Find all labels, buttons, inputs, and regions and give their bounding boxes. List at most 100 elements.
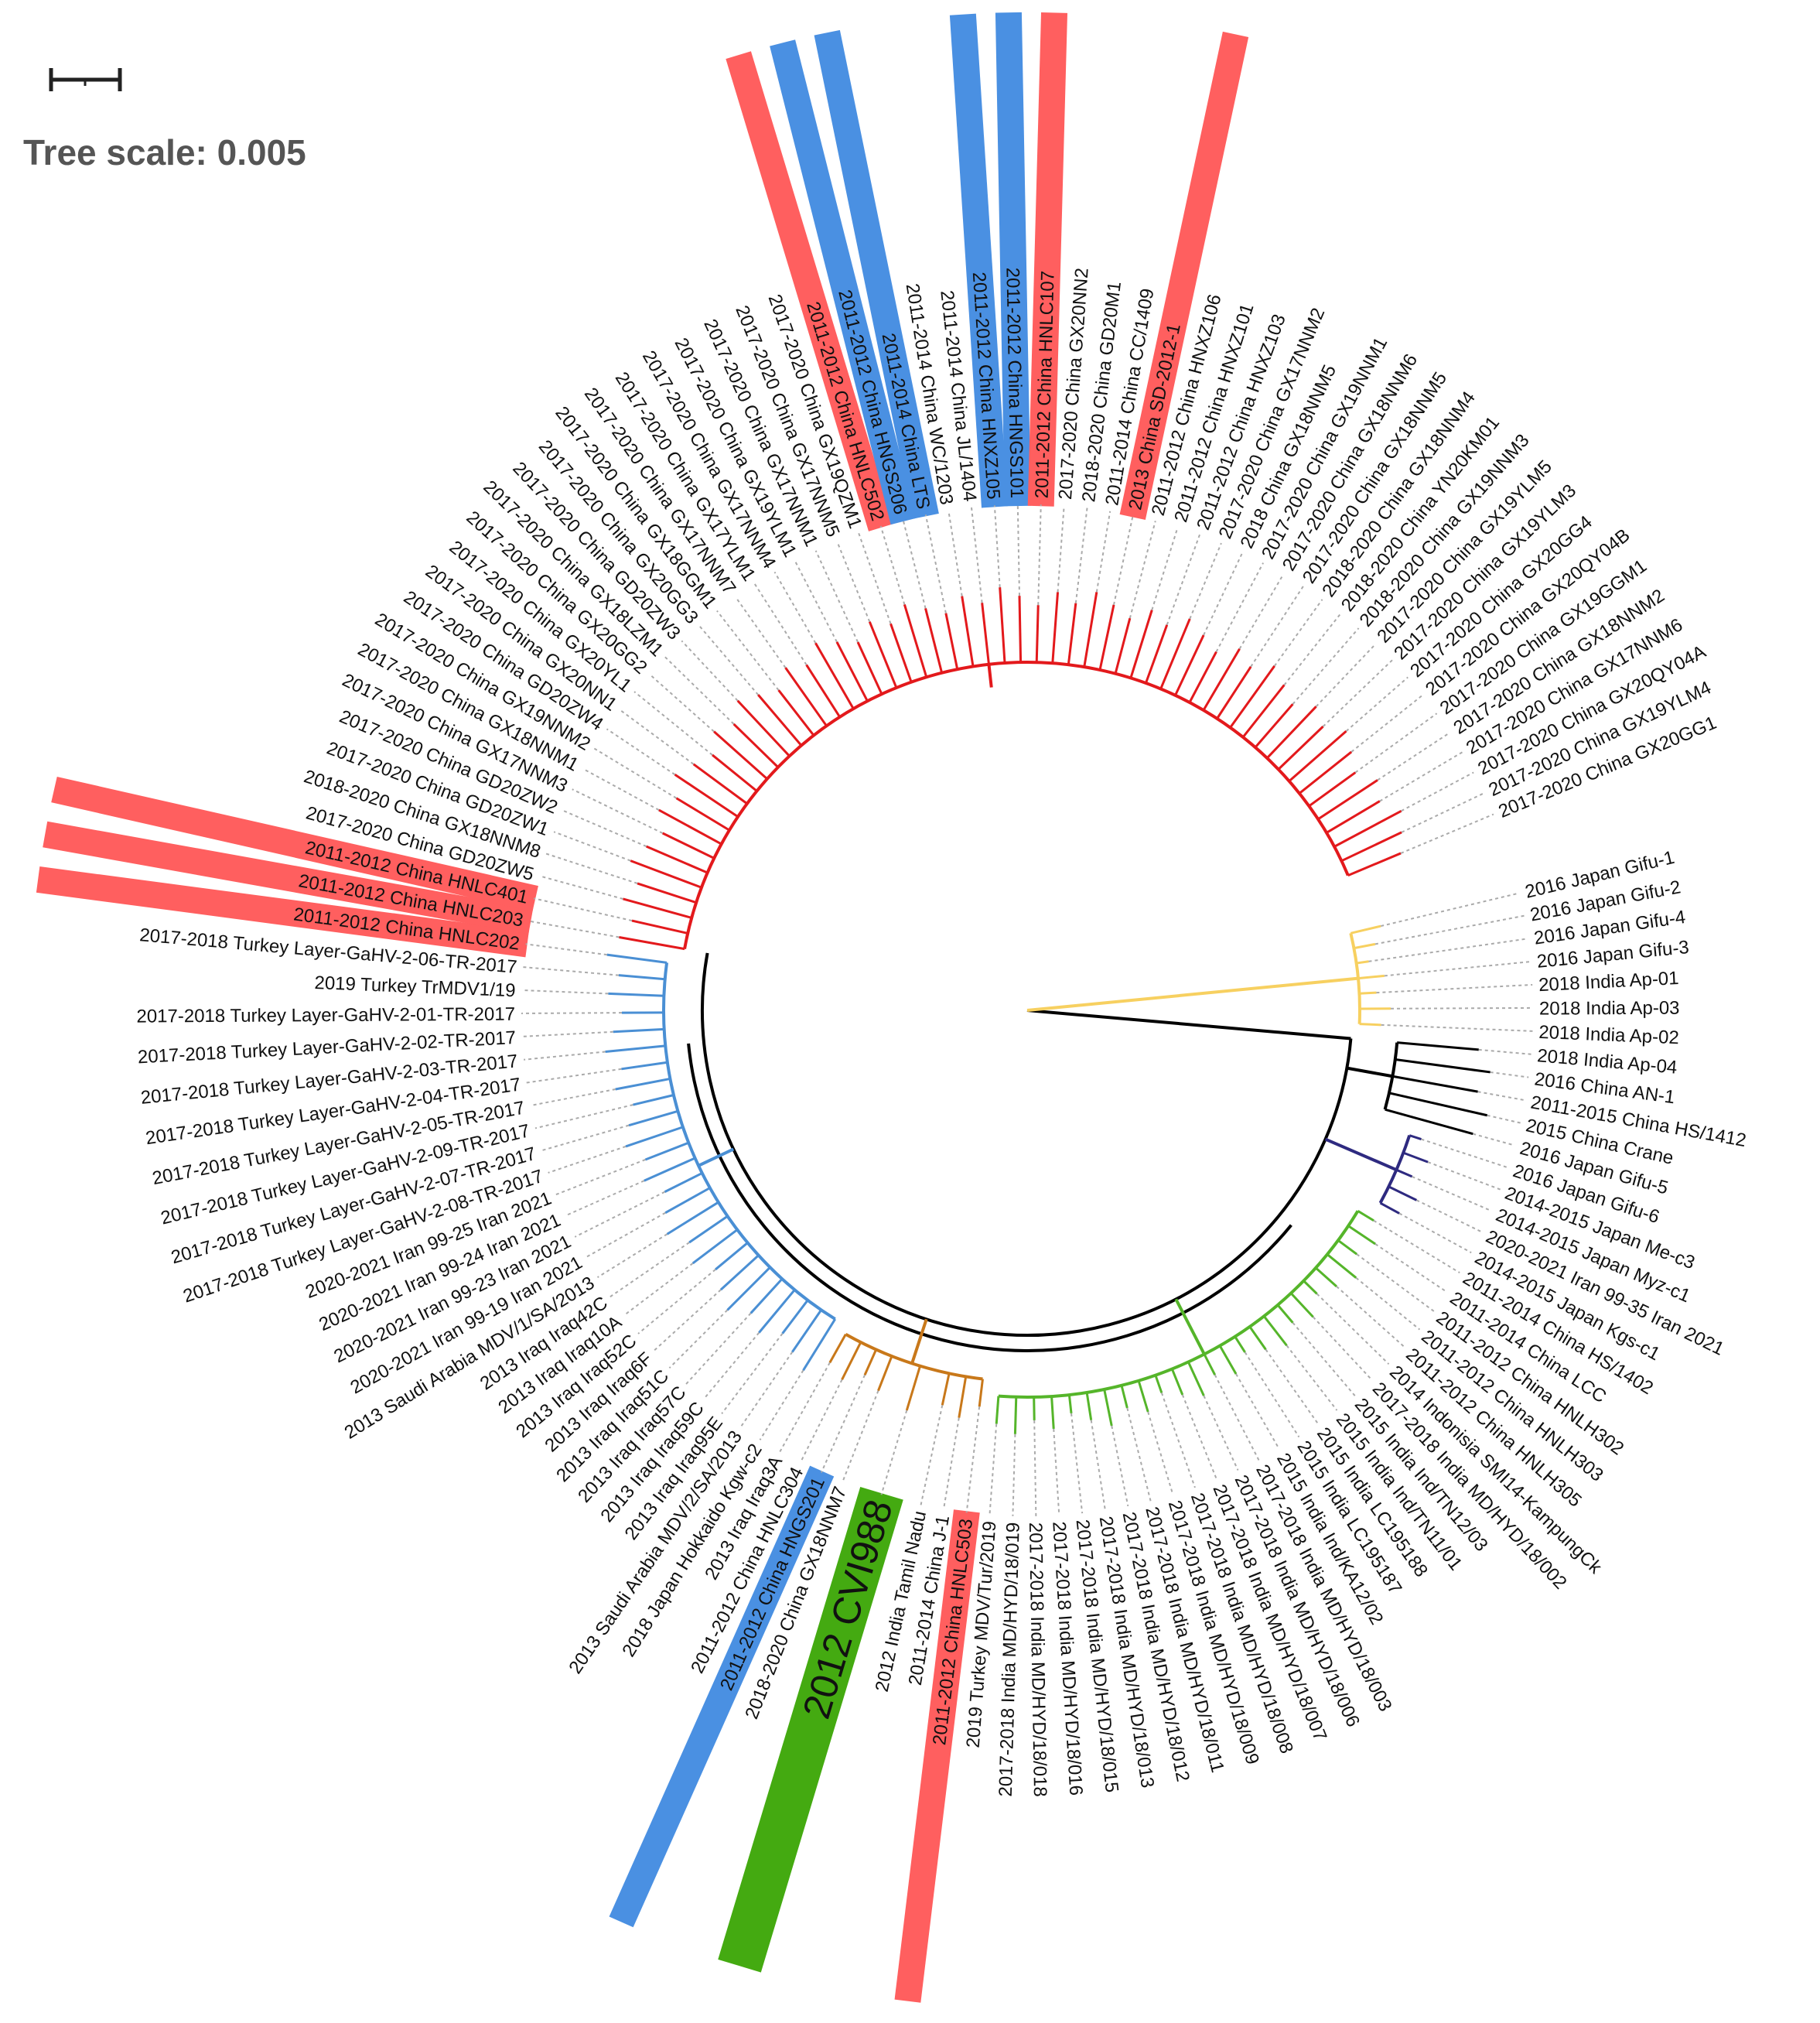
leaf-connector	[521, 1030, 613, 1037]
leaf-connector	[530, 1088, 616, 1107]
leaf-connector	[1384, 961, 1531, 977]
tip-branch	[608, 992, 664, 997]
leaf-connector	[773, 571, 817, 644]
tip-branch	[1357, 1210, 1374, 1222]
highlight-band	[43, 821, 534, 935]
tip-branch	[758, 1289, 796, 1334]
tip-branch	[1388, 1092, 1488, 1117]
tip-branch	[1388, 1185, 1418, 1201]
leaf-connector	[648, 673, 715, 733]
leaf-connector	[1238, 573, 1285, 650]
leaf-connector	[799, 1379, 843, 1464]
tip-branch	[999, 587, 1006, 664]
highlight-band	[949, 13, 1008, 508]
leaf-connector	[1315, 643, 1377, 707]
tip-branch	[1385, 1108, 1473, 1136]
leaf-connector	[653, 1289, 722, 1352]
tip-branch	[978, 1379, 984, 1407]
tip-branch	[1103, 1389, 1113, 1427]
highlight-band	[609, 1465, 835, 1928]
tip-branch	[633, 1094, 674, 1106]
highlight-band	[770, 39, 917, 525]
backbone-arc	[701, 952, 1353, 1338]
highlight-band	[36, 866, 529, 958]
tip-branch	[1248, 1326, 1267, 1351]
black-clade-arc	[1383, 1042, 1399, 1110]
tip-branch	[757, 694, 803, 747]
leaf-connector	[1095, 511, 1111, 593]
tip-branch	[691, 1228, 739, 1265]
leaf-connector	[1381, 1023, 1533, 1032]
purple-clade-stem-branch	[1324, 1137, 1398, 1172]
leaf-connector	[526, 1068, 622, 1084]
tip-branch	[944, 613, 959, 670]
leaf-connector	[620, 709, 695, 765]
leaf-connector	[1203, 552, 1244, 636]
tip-branch	[658, 808, 722, 846]
tip-branch	[1035, 605, 1040, 663]
leaf-label: 2018 India Ap-01	[1538, 968, 1680, 996]
leaf-label: 2017-2018 India MD/HYD/18/018	[1025, 1522, 1050, 1797]
leaf-label: 2011-2012 China HNGS101	[1002, 268, 1027, 499]
tip-branch	[1051, 592, 1060, 664]
tip-branch	[791, 1309, 822, 1353]
tip-branch	[1397, 1041, 1479, 1051]
tip-branch	[1340, 831, 1402, 863]
leaf-connector	[920, 1405, 944, 1505]
tip-branch	[1216, 666, 1252, 719]
tip-branch	[664, 1172, 703, 1193]
leaf-connector	[1292, 627, 1360, 705]
tip-branch	[1234, 1335, 1246, 1353]
tip-branch	[1159, 618, 1191, 690]
leaf-connector	[525, 943, 607, 956]
leaf-connector	[606, 728, 676, 776]
leaf-connector	[1215, 562, 1265, 653]
tip-branch	[1114, 617, 1132, 675]
tip-branch	[1050, 1396, 1055, 1430]
root-branch	[1026, 1009, 1351, 1041]
leaf-connector	[1265, 1348, 1320, 1425]
tip-branch	[692, 763, 748, 805]
leaf-connector	[1401, 771, 1474, 812]
leaf-connector	[754, 583, 808, 665]
leaf-connector	[1250, 586, 1304, 668]
green-clade-stem-branch	[1174, 1298, 1206, 1355]
tip-branch	[868, 621, 898, 689]
tip-branch	[1067, 1394, 1073, 1414]
tip-branch	[605, 1044, 666, 1053]
leaf-connector	[1376, 983, 1533, 994]
tip-branch	[1241, 684, 1286, 738]
blue-clade-stem-branch	[698, 1147, 735, 1167]
tip-branch	[1347, 852, 1402, 877]
leaf-connector	[794, 560, 838, 643]
leaf-connector	[681, 640, 739, 702]
highlight-bands	[36, 12, 1249, 2003]
tip-branch	[1188, 651, 1217, 703]
leaf-connector	[842, 1390, 879, 1482]
tip-branch	[1277, 726, 1324, 771]
leaf-connector	[1160, 1392, 1196, 1488]
tip-branch	[621, 1061, 668, 1071]
red-clade-stem-branch	[987, 664, 993, 688]
leaf-connector	[721, 1333, 784, 1414]
leaf-connector	[1478, 1048, 1531, 1055]
leaf-connector	[1421, 1138, 1508, 1169]
tip-branch	[802, 1318, 836, 1372]
tree-scale: Tree scale: 0.005	[23, 68, 306, 173]
tip-branch	[662, 832, 715, 859]
leaf-connector	[1350, 694, 1424, 753]
tip-branch	[688, 1215, 729, 1244]
tip-branch	[841, 1341, 862, 1381]
tip-branch	[781, 1299, 809, 1334]
leaf-connector	[562, 809, 647, 848]
tip-branch	[1298, 750, 1353, 795]
tip-branch	[1203, 1353, 1217, 1375]
leaf-connector	[1374, 1243, 1448, 1293]
tip-branch	[619, 935, 685, 951]
tip-branch	[1392, 1075, 1478, 1093]
leaf-connector	[1111, 1425, 1129, 1507]
tip-branch	[1229, 665, 1275, 729]
leaf-connector	[1401, 792, 1485, 833]
leaf-connector	[1214, 1374, 1260, 1461]
tip-branch	[1170, 1369, 1184, 1396]
